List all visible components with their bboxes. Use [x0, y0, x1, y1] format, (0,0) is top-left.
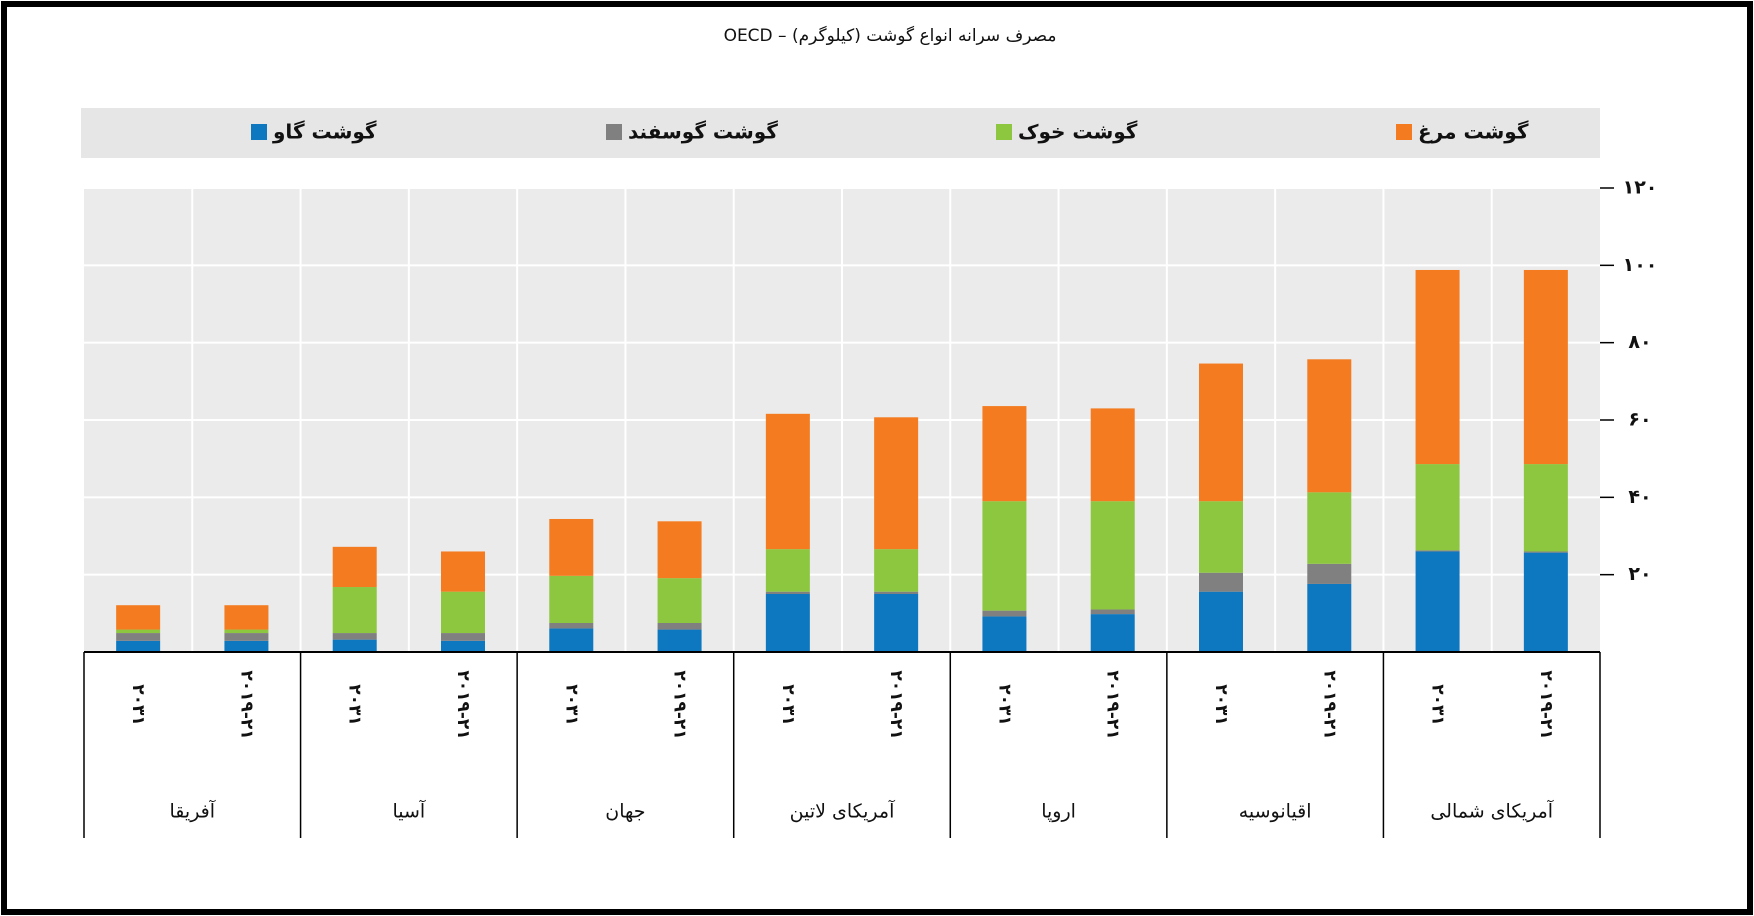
x-tick-label: ۲۰۳۱	[994, 684, 1014, 726]
legend-label: گوشت خوک	[1018, 120, 1138, 144]
y-tick-label: ۴۰	[1628, 486, 1651, 508]
bar-segment	[982, 501, 1027, 611]
bar-segment	[1090, 609, 1135, 615]
bar-segment	[982, 406, 1027, 502]
bar-segment	[332, 639, 377, 652]
bar-segment	[1307, 563, 1352, 584]
bar-segment	[1523, 552, 1568, 652]
bar-segment	[982, 610, 1027, 617]
legend-swatch	[606, 124, 622, 140]
x-tick-label: ۲۰۱۹-۲۱	[670, 670, 690, 739]
y-tick-label: ۱۲۰	[1623, 177, 1658, 199]
legend-label: گوشت مرغ	[1418, 120, 1529, 144]
bar-segment	[116, 633, 161, 641]
bar-segment	[1415, 464, 1460, 551]
group-label: آمریکای شمالی	[1430, 799, 1553, 823]
bar-segment	[765, 413, 810, 550]
bar-segment	[1523, 464, 1568, 552]
legend-label: گوشت گاو	[272, 120, 377, 144]
bar-segment	[1523, 551, 1568, 553]
bar-segment	[1199, 572, 1243, 592]
bar-segment	[1090, 614, 1135, 652]
bar-segment	[332, 633, 377, 640]
bar-segment	[549, 628, 594, 652]
group-label: آمریکای لاتین	[790, 799, 895, 823]
group-label: آسیا	[392, 799, 425, 823]
bar-segment	[1199, 591, 1243, 652]
x-tick-label: ۲۰۱۹-۲۱	[1103, 670, 1123, 739]
group-label: اقیانوسیه	[1239, 801, 1312, 823]
legend-swatch	[1396, 124, 1412, 140]
bar-segment	[1415, 269, 1460, 465]
bar-segment	[1090, 408, 1135, 502]
y-tick-label: ۶۰	[1628, 409, 1651, 431]
x-tick-label: ۲۰۱۹-۲۱	[453, 670, 473, 739]
bar-segment	[224, 633, 269, 641]
bar-segment	[1307, 359, 1352, 493]
bar-segment	[1307, 492, 1352, 564]
bar-segment	[332, 546, 377, 588]
group-label: اروپا	[1041, 801, 1076, 823]
bar-segment	[657, 521, 702, 579]
y-tick-label: ۲۰	[1628, 563, 1651, 585]
bar-segment	[116, 605, 161, 630]
bar-segment	[441, 551, 485, 592]
bar-segment	[657, 578, 702, 623]
legend-swatch	[251, 124, 267, 140]
legend-label: گوشت گوسفند	[628, 120, 778, 144]
x-tick-label: ۲۰۳۱	[1428, 684, 1448, 726]
bar-segment	[441, 633, 485, 641]
bar-segment	[982, 616, 1027, 652]
legend-band	[81, 108, 1600, 158]
bar-segment	[874, 417, 919, 550]
x-tick-label: ۲۰۳۱	[128, 684, 148, 726]
bar-segment	[874, 549, 919, 592]
x-tick-label: ۲۰۳۱	[561, 684, 581, 726]
bar-segment	[765, 549, 810, 592]
y-tick-label: ۱۰۰	[1623, 254, 1658, 276]
bar-segment	[765, 591, 810, 594]
bar-segment	[1090, 501, 1135, 610]
bar-segment	[441, 640, 485, 652]
x-tick-label: ۲۰۱۹-۲۱	[1536, 670, 1556, 739]
x-tick-label: ۲۰۱۹-۲۱	[236, 670, 256, 739]
bar-segment	[224, 605, 269, 630]
x-tick-label: ۲۰۳۱	[345, 684, 365, 726]
bar-segment	[874, 594, 919, 652]
bar-segment	[657, 623, 702, 630]
bar-segment	[874, 591, 919, 594]
bar-segment	[549, 575, 594, 623]
chart-title: مصرف سرانه انواع گوشت (کیلوگرم) – OECD	[724, 25, 1057, 46]
bar-segment	[116, 640, 161, 652]
bar-segment	[765, 594, 810, 652]
bar-segment	[1199, 501, 1243, 573]
y-tick-label: ۸۰	[1628, 331, 1651, 353]
bar-segment	[1523, 269, 1568, 465]
bar-segment	[116, 629, 161, 634]
x-tick-label: ۲۰۳۱	[1211, 684, 1231, 726]
bar-segment	[1415, 551, 1460, 652]
x-tick-label: ۲۰۳۱	[778, 684, 798, 726]
bar-segment	[332, 587, 377, 634]
bar-segment	[441, 591, 485, 634]
legend-swatch	[996, 124, 1012, 140]
bar-segment	[657, 629, 702, 652]
bar-segment	[224, 629, 269, 634]
group-label: آفریقا	[170, 799, 216, 823]
x-tick-label: ۲۰۱۹-۲۱	[1319, 670, 1339, 739]
x-tick-label: ۲۰۱۹-۲۱	[886, 670, 906, 739]
bar-segment	[549, 518, 594, 576]
bar-segment	[549, 623, 594, 629]
bar-segment	[1415, 550, 1460, 552]
group-label: جهان	[605, 801, 645, 823]
bar-segment	[1307, 583, 1352, 652]
bar-segment	[1199, 363, 1243, 502]
bar-segment	[224, 640, 269, 652]
